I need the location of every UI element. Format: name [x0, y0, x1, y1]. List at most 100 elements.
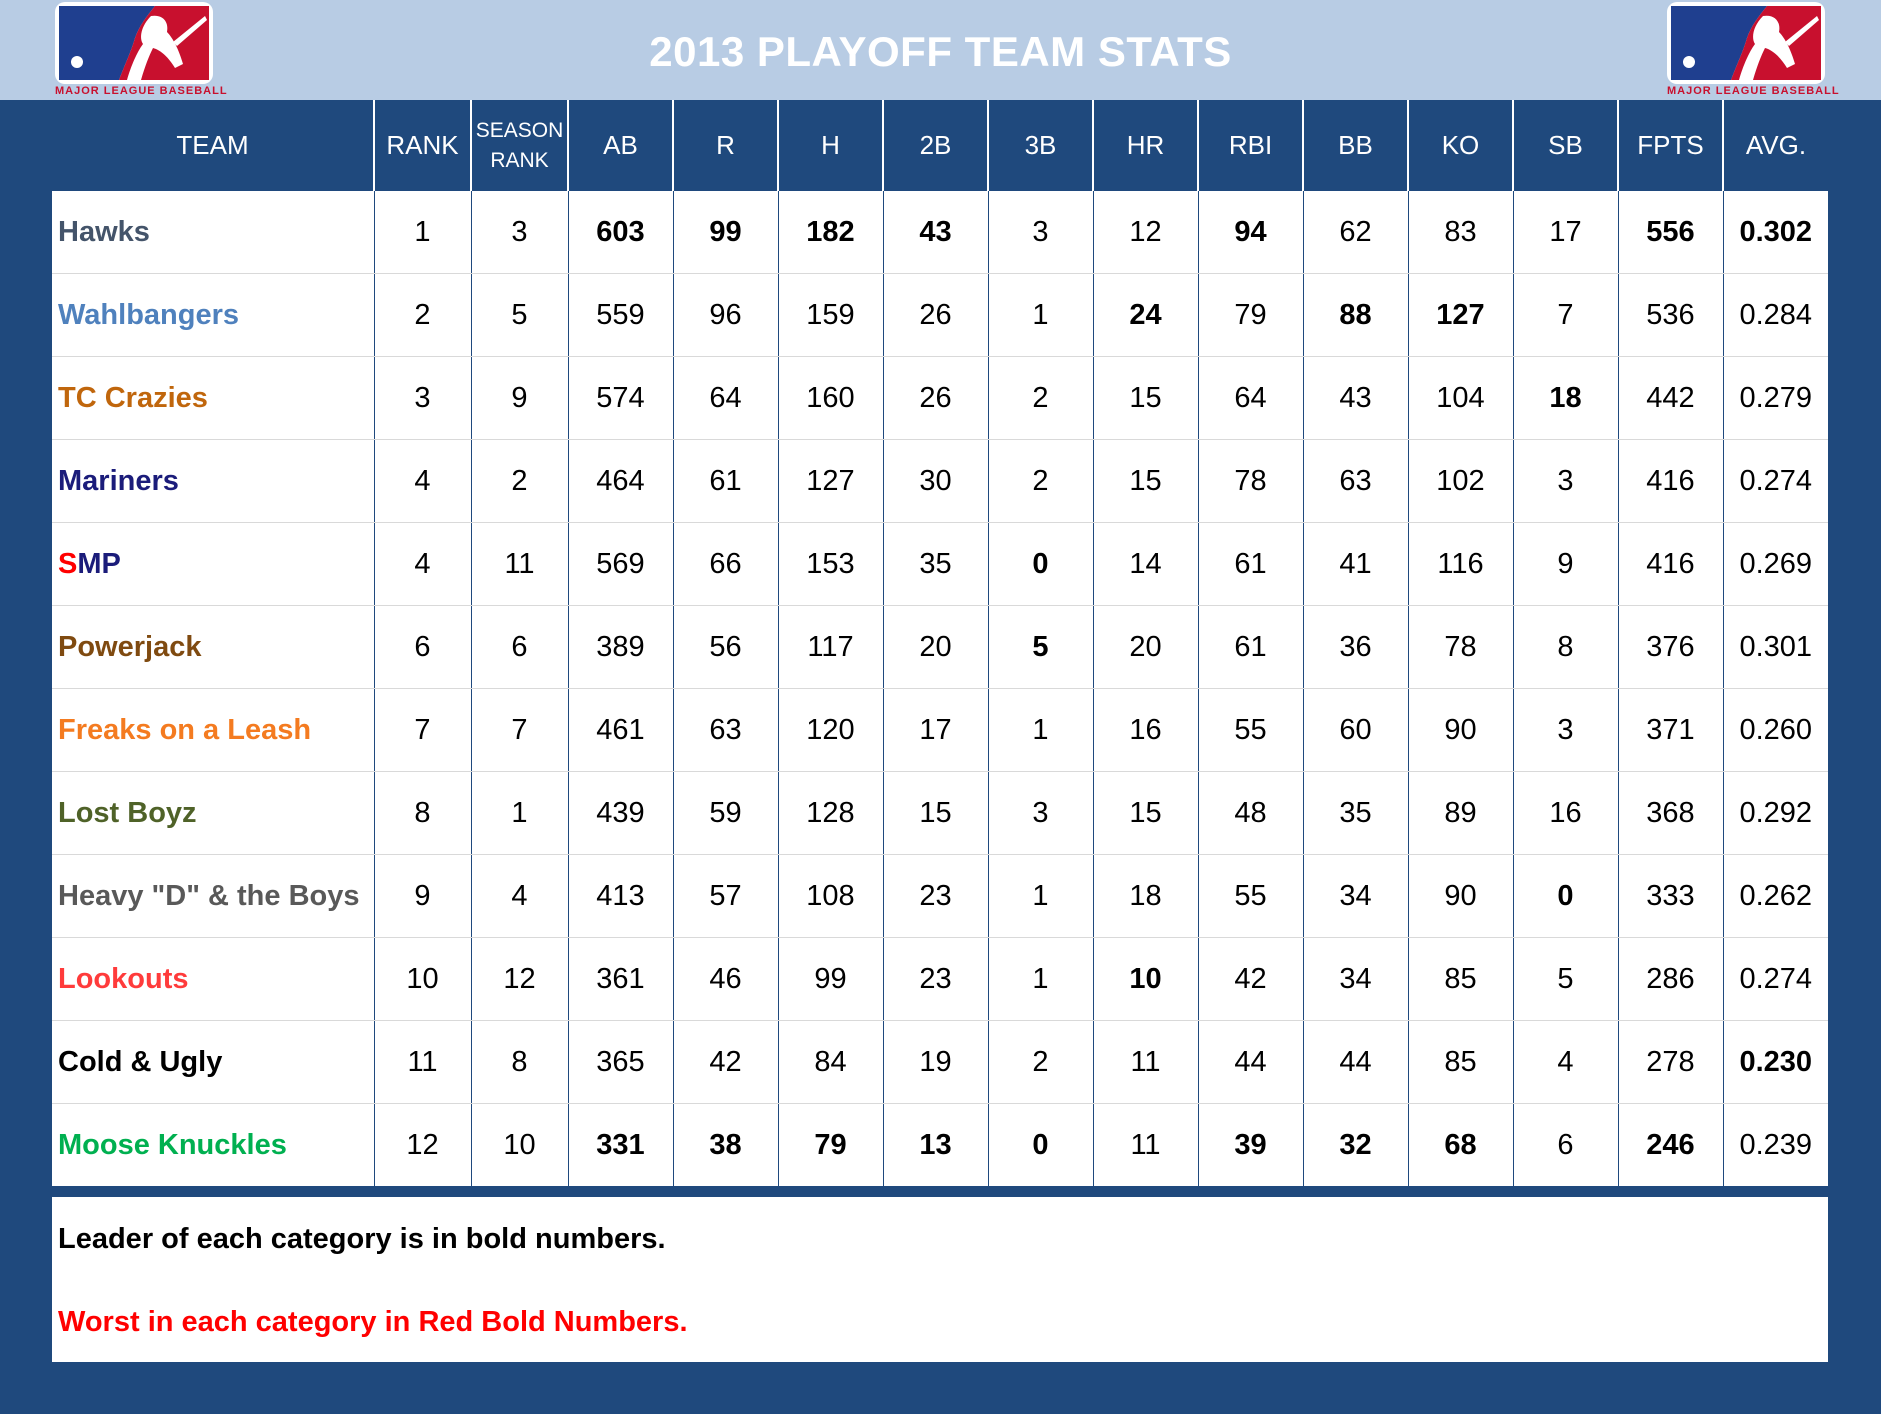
- stat-cell-3b: 3: [988, 191, 1094, 274]
- stat-cell-avg: 0.239: [1723, 1103, 1828, 1186]
- stat-cell-rank: 10: [374, 937, 472, 1021]
- stat-cell-ko: 102: [1408, 439, 1514, 523]
- team-name-cell: Cold & Ugly: [52, 1020, 375, 1104]
- stat-cell-fpts: 416: [1618, 522, 1724, 606]
- stat-cell-avg: 0.274: [1723, 937, 1828, 1021]
- team-name-cell: Powerjack: [52, 605, 375, 689]
- stat-cell-rank: 6: [374, 605, 472, 689]
- stat-cell-bb: 44: [1303, 1020, 1409, 1104]
- stat-cell-rbi: 44: [1198, 1020, 1304, 1104]
- stat-cell-fpts: 333: [1618, 854, 1724, 938]
- col-header-3b: 3B: [988, 100, 1094, 191]
- stat-cell-season-rank: 5: [471, 273, 569, 357]
- stat-cell-3b: 0: [988, 522, 1094, 606]
- stat-cell-avg: 0.269: [1723, 522, 1828, 606]
- stat-cell-h: 84: [778, 1020, 884, 1104]
- stat-cell-3b: 1: [988, 688, 1094, 772]
- stat-cell-ab: 365: [568, 1020, 674, 1104]
- stat-cell-bb: 34: [1303, 937, 1409, 1021]
- stat-cell-rank: 11: [374, 1020, 472, 1104]
- stat-cell-3b: 3: [988, 771, 1094, 855]
- stat-cell-ab: 331: [568, 1103, 674, 1186]
- stat-cell-avg: 0.284: [1723, 273, 1828, 357]
- logo-text: MAJOR LEAGUE BASEBALL: [55, 85, 228, 97]
- stat-cell-rank: 2: [374, 273, 472, 357]
- stat-cell-3b: 2: [988, 1020, 1094, 1104]
- stat-cell-fpts: 442: [1618, 356, 1724, 440]
- stat-cell-ko: 90: [1408, 688, 1514, 772]
- col-header-hr: HR: [1093, 100, 1199, 191]
- legend-notes: Leader of each category is in bold numbe…: [52, 1197, 1828, 1362]
- stat-cell-h: 99: [778, 937, 884, 1021]
- stat-cell-sb: 16: [1513, 771, 1619, 855]
- stat-cell-2b: 43: [883, 191, 989, 274]
- stat-cell-3b: 1: [988, 854, 1094, 938]
- stat-cell-bb: 62: [1303, 191, 1409, 274]
- stat-cell-season-rank: 3: [471, 191, 569, 274]
- stat-cell-hr: 12: [1093, 191, 1199, 274]
- stat-cell-3b: 0: [988, 1103, 1094, 1186]
- col-header-ko: KO: [1408, 100, 1514, 191]
- stat-cell-ab: 559: [568, 273, 674, 357]
- stat-cell-bb: 63: [1303, 439, 1409, 523]
- stat-cell-ab: 361: [568, 937, 674, 1021]
- stat-cell-season-rank: 11: [471, 522, 569, 606]
- team-name-part: S: [58, 547, 78, 580]
- stat-cell-r: 59: [673, 771, 779, 855]
- team-name-cell: Lookouts: [52, 937, 375, 1021]
- table-row: Mariners 4 2 464 61 127 30 2 15 78 63 102 3 416 0.274: [52, 439, 1828, 523]
- stat-cell-season-rank: 12: [471, 937, 569, 1021]
- stat-cell-sb: 8: [1513, 605, 1619, 689]
- stat-cell-bb: 35: [1303, 771, 1409, 855]
- stat-cell-hr: 16: [1093, 688, 1199, 772]
- note-leader-bold: Leader of each category is in bold numbe…: [58, 1223, 666, 1255]
- stat-cell-ab: 569: [568, 522, 674, 606]
- table-row: Wahlbangers 2 5 559 96 159 26 1 24 79 88 127 7 536 0.2…: [52, 273, 1828, 357]
- stat-cell-fpts: 376: [1618, 605, 1724, 689]
- stat-cell-avg: 0.262: [1723, 854, 1828, 938]
- stat-cell-h: 117: [778, 605, 884, 689]
- stat-cell-bb: 41: [1303, 522, 1409, 606]
- col-header-fpts: FPTS: [1618, 100, 1724, 191]
- stat-cell-h: 182: [778, 191, 884, 274]
- mlb-logo-left-icon: MAJOR LEAGUE BASEBALL: [55, 2, 228, 98]
- stat-cell-rbi: 61: [1198, 522, 1304, 606]
- stat-cell-rank: 12: [374, 1103, 472, 1186]
- stat-cell-rank: 4: [374, 439, 472, 523]
- stat-cell-avg: 0.301: [1723, 605, 1828, 689]
- logo-text: MAJOR LEAGUE BASEBALL: [1667, 85, 1840, 97]
- stat-cell-h: 108: [778, 854, 884, 938]
- stats-body: Hawks 1 3 603 99 182 43 3 12 94 62 83 17 556 0.302 Wahl…: [52, 191, 1828, 1186]
- stat-cell-ko: 83: [1408, 191, 1514, 274]
- stat-cell-3b: 5: [988, 605, 1094, 689]
- stat-cell-ko: 127: [1408, 273, 1514, 357]
- stat-cell-hr: 15: [1093, 356, 1199, 440]
- stat-cell-hr: 11: [1093, 1020, 1199, 1104]
- col-header-season-rank-line1: SEASON: [475, 118, 564, 142]
- table-row: Powerjack 6 6 389 56 117 20 5 20 61 36 78 8 376 0.301: [52, 605, 1828, 689]
- stats-table-container: TEAM RANK SEASON RANK AB R H 2B 3B HR RB…: [52, 100, 1828, 1186]
- stat-cell-rbi: 42: [1198, 937, 1304, 1021]
- stat-cell-hr: 15: [1093, 439, 1199, 523]
- stat-cell-hr: 24: [1093, 273, 1199, 357]
- stat-cell-r: 46: [673, 937, 779, 1021]
- team-name-cell: Lost Boyz: [52, 771, 375, 855]
- stat-cell-bb: 60: [1303, 688, 1409, 772]
- stat-cell-h: 128: [778, 771, 884, 855]
- col-header-avg: AVG.: [1723, 100, 1828, 191]
- stat-cell-h: 153: [778, 522, 884, 606]
- header-row: TEAM RANK SEASON RANK AB R H 2B 3B HR RB…: [52, 100, 1828, 191]
- team-name-cell: SMP: [52, 522, 375, 606]
- table-row: Heavy "D" & the Boys 9 4 413 57 108 23 1 18 55 34 9…: [52, 854, 1828, 938]
- stat-cell-bb: 36: [1303, 605, 1409, 689]
- stat-cell-2b: 23: [883, 937, 989, 1021]
- stat-cell-rbi: 64: [1198, 356, 1304, 440]
- team-name-cell: Hawks: [52, 191, 375, 274]
- stat-cell-r: 64: [673, 356, 779, 440]
- stat-cell-rank: 8: [374, 771, 472, 855]
- stat-cell-season-rank: 6: [471, 605, 569, 689]
- stat-cell-fpts: 278: [1618, 1020, 1724, 1104]
- stat-cell-rbi: 55: [1198, 688, 1304, 772]
- col-header-bb: BB: [1303, 100, 1409, 191]
- stat-cell-ab: 461: [568, 688, 674, 772]
